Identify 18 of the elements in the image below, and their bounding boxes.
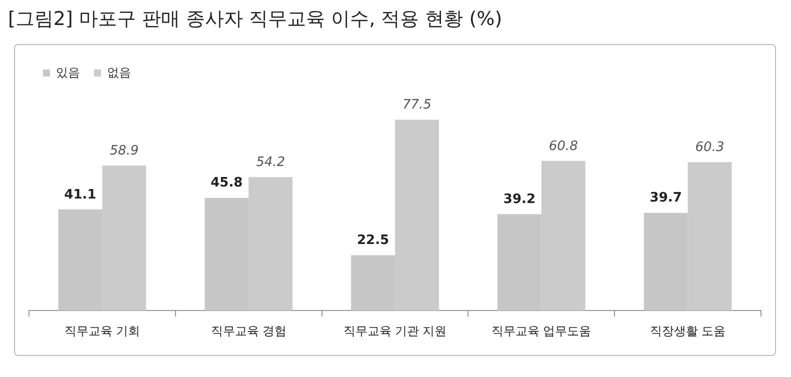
data-label: 60.3	[695, 140, 724, 156]
data-label: 22.5	[357, 233, 390, 248]
data-label: 39.2	[503, 192, 536, 207]
data-label: 60.8	[548, 138, 578, 154]
x-tick-label: 직무교육 기회	[64, 324, 140, 338]
legend-label: 없음	[107, 65, 131, 80]
x-tick-label: 직무교육 기관 지원	[344, 324, 446, 338]
x-tick-label: 직무교육 업무도움	[492, 324, 592, 338]
data-label: 41.1	[64, 187, 96, 202]
data-label: 45.8	[210, 176, 243, 191]
data-label: 54.2	[256, 155, 286, 170]
data-label: 39.7	[650, 190, 682, 206]
x-tick-label: 직무교육 경험	[210, 324, 286, 338]
data-label: 58.9	[110, 143, 139, 158]
x-tick-label: 직장생활 도움	[650, 324, 726, 338]
chart-title: [그림2] 마포구 판매 종사자 직무교육 이수, 적용 현황 (%)	[8, 7, 502, 32]
legend-label: 있음	[56, 65, 80, 80]
data-label: 77.5	[402, 98, 432, 113]
